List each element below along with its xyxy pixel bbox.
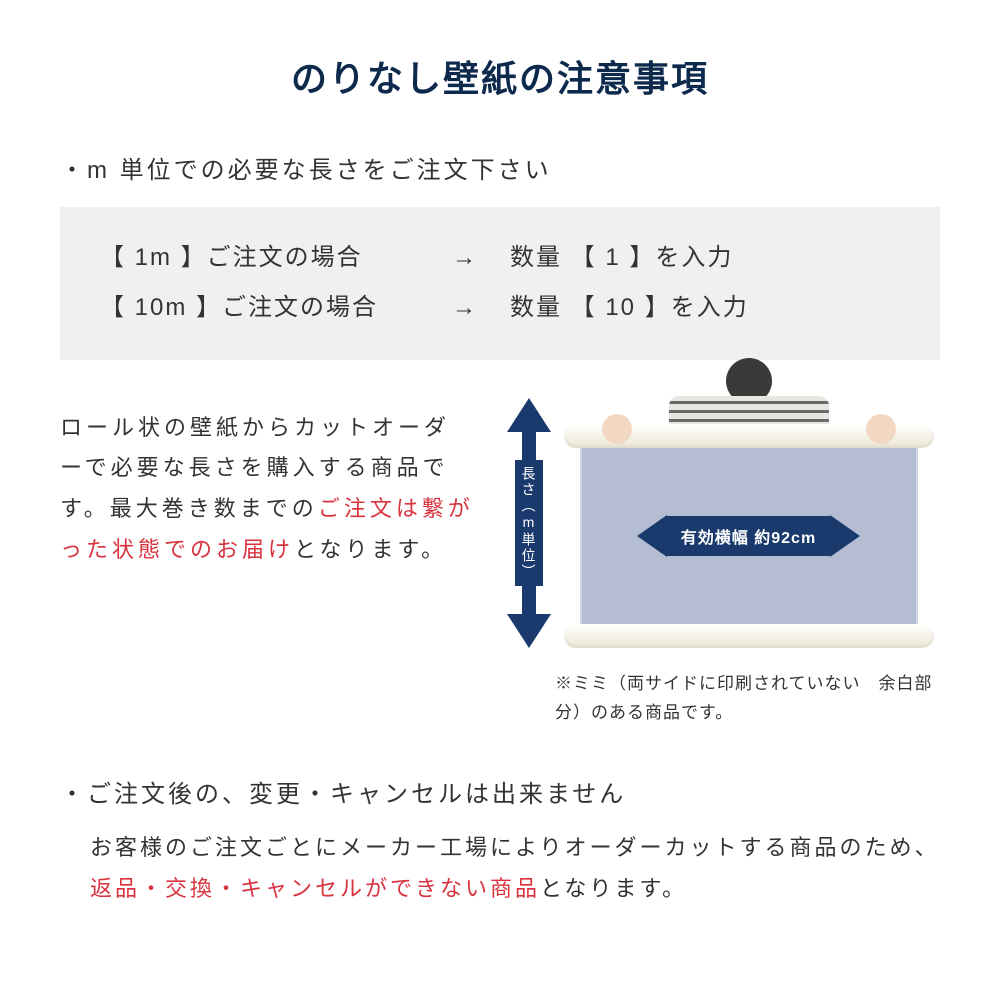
mimi-note: ※ミミ（両サイドに印刷されていない 余白部分）のある商品です。: [495, 670, 940, 728]
roll-description-text: ロール状の壁紙からカットオーダーで必要な長さを購入する商品です。最大巻き数までの…: [60, 398, 475, 728]
no-cancel-emphasis: 返品・交換・キャンセルができない商品: [90, 876, 540, 901]
no-cancel-heading: ・ご注文後の、変更・キャンセルは出来ません: [60, 774, 940, 809]
example-row-10m: 【 10m 】ご注文の場合 → 数量 【 10 】を入力: [100, 283, 900, 333]
roll-desc-part3: となります。: [294, 537, 447, 562]
wallpaper-photo: 有効横幅 約92cm: [564, 398, 934, 648]
no-cancel-part3: となります。: [540, 876, 687, 901]
arrow-icon: →: [420, 233, 510, 283]
quantity-example-box: 【 1m 】ご注文の場合 → 数量 【 1 】を入力 【 10m 】ご注文の場合…: [60, 207, 940, 360]
length-label: 長さ（m単位）: [515, 460, 543, 586]
width-label: 有効横幅 約92cm: [667, 516, 830, 556]
no-cancel-body: お客様のご注文ごとにメーカー工場によりオーダーカットする商品のため、返品・交換・…: [60, 827, 940, 911]
example-1m-left: 【 1m 】ご注文の場合: [100, 233, 420, 283]
wallpaper-diagram: 長さ（m単位） 有効横幅 約92cm: [495, 398, 940, 728]
person-shirt-icon: [669, 396, 829, 428]
no-cancel-part1: お客様のご注文ごとにメーカー工場によりオーダーカットする商品のため、: [90, 835, 940, 860]
example-row-1m: 【 1m 】ご注文の場合 → 数量 【 1 】を入力: [100, 233, 900, 283]
example-10m-left: 【 10m 】ご注文の場合: [100, 283, 420, 333]
hand-left-icon: [602, 414, 632, 444]
wallpaper-sheet: 有効横幅 約92cm: [580, 436, 918, 636]
roll-bottom-icon: [564, 624, 934, 648]
arrow-icon: →: [420, 283, 510, 333]
roll-description-section: ロール状の壁紙からカットオーダーで必要な長さを購入する商品です。最大巻き数までの…: [60, 398, 940, 728]
page-title: のりなし壁紙の注意事項: [60, 50, 940, 102]
example-10m-right: 数量 【 10 】を入力: [510, 283, 900, 333]
hand-right-icon: [866, 414, 896, 444]
example-1m-right: 数量 【 1 】を入力: [510, 233, 900, 283]
width-arrow-horizontal: 有効横幅 約92cm: [595, 515, 902, 557]
length-arrow-vertical: 長さ（m単位）: [502, 398, 556, 648]
order-unit-instruction: ・m 単位での必要な長さをご注文下さい: [60, 150, 940, 185]
